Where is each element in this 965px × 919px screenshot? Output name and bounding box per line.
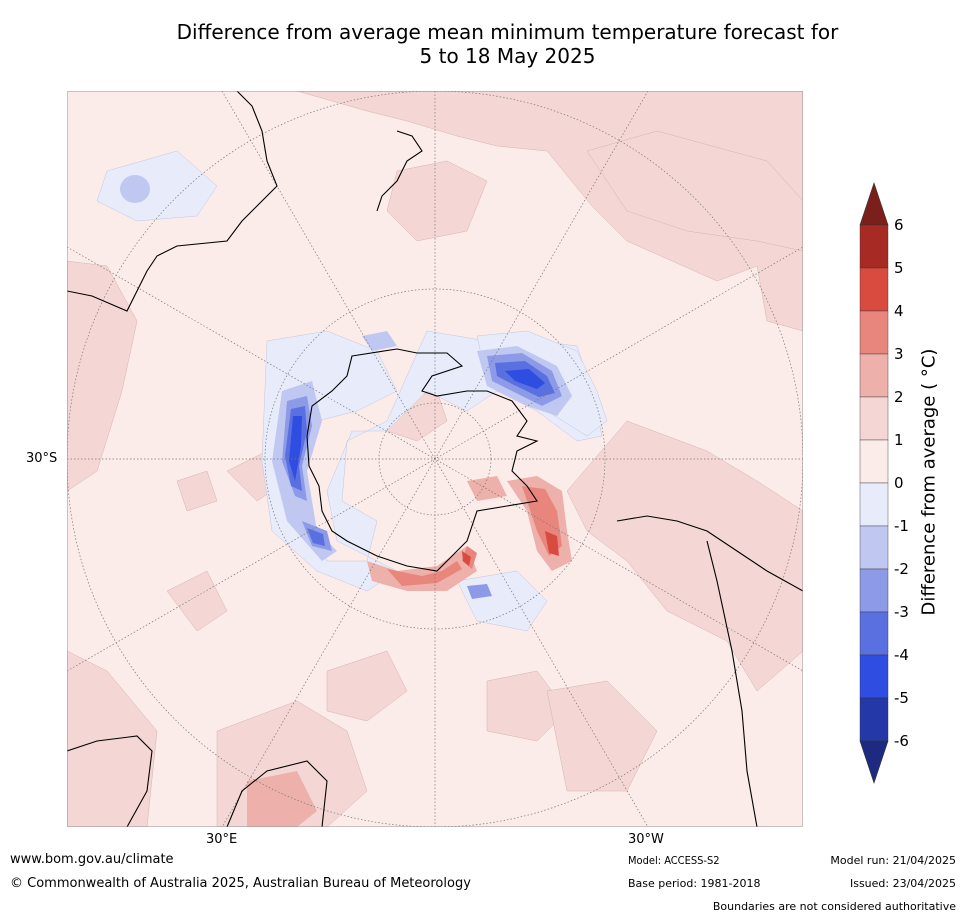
colorbar-swatch bbox=[859, 224, 889, 269]
colorbar-swatch bbox=[859, 611, 889, 656]
colorbar-swatch bbox=[859, 654, 889, 699]
colorbar-swatch bbox=[859, 439, 889, 484]
colorbar-swatch bbox=[859, 267, 889, 312]
map-title: Difference from average mean minimum tem… bbox=[60, 20, 955, 68]
australia-coast bbox=[67, 91, 278, 312]
colorbar-tick-label: 0 bbox=[894, 474, 904, 492]
colorbar-tick-label: 1 bbox=[894, 431, 904, 449]
disclaimer-text: Boundaries are not considered authoritat… bbox=[712, 900, 956, 913]
colorbar-tick-label: -5 bbox=[894, 689, 909, 707]
coastlines bbox=[67, 91, 803, 827]
colorbar-tick-label: -4 bbox=[894, 646, 909, 664]
colorbar-tick-label: -1 bbox=[894, 517, 909, 535]
longitude-label-30e: 30°E bbox=[206, 832, 238, 847]
anomaly-minus5-to-minus4 bbox=[289, 369, 545, 481]
polar-map bbox=[67, 91, 803, 827]
copyright-text: © Commonwealth of Australia 2025, Austra… bbox=[10, 876, 471, 891]
colorbar-bottom-triangle bbox=[859, 740, 889, 784]
colorbar: 6 5 4 3 2 1 0 -1 -2 -3 -4 -5 -6 bbox=[850, 180, 965, 785]
africa-coast bbox=[67, 735, 153, 827]
colorbar-top-triangle bbox=[859, 182, 889, 226]
colorbar-swatch bbox=[859, 525, 889, 570]
map-canvas bbox=[67, 91, 803, 827]
title-line-1: Difference from average mean minimum tem… bbox=[176, 20, 839, 44]
antarctica-coast bbox=[306, 348, 539, 572]
website-link[interactable]: www.bom.gov.au/climate bbox=[10, 852, 174, 867]
colorbar-swatches bbox=[859, 182, 889, 784]
new-zealand-coast bbox=[376, 130, 423, 212]
colorbar-tick-label: -6 bbox=[894, 732, 909, 750]
latitude-label-30s: 30°S bbox=[26, 451, 58, 466]
colorbar-swatch bbox=[859, 353, 889, 398]
colorbar-tick-label: -2 bbox=[894, 560, 909, 578]
model-run-text: Model run: 21/04/2025 bbox=[830, 854, 956, 867]
graticule bbox=[67, 91, 803, 827]
model-text: Model: ACCESS-S2 bbox=[628, 854, 720, 867]
colorbar-tick-label: 2 bbox=[894, 388, 904, 406]
colorbar-swatch bbox=[859, 482, 889, 527]
colorbar-tick-label: 5 bbox=[894, 259, 904, 277]
issued-text: Issued: 23/04/2025 bbox=[849, 877, 956, 890]
colorbar-swatch bbox=[859, 396, 889, 441]
colorbar-title: Difference from average ( °C) bbox=[918, 348, 940, 616]
colorbar-swatch bbox=[859, 568, 889, 613]
longitude-label-30w: 30°W bbox=[628, 832, 664, 847]
base-period-text: Base period: 1981-2018 bbox=[628, 877, 761, 890]
colorbar-tick-label: -3 bbox=[894, 603, 909, 621]
africa-coast-2 bbox=[226, 760, 328, 827]
colorbar-tick-label: 4 bbox=[894, 302, 904, 320]
colorbar-tick-label: 6 bbox=[894, 216, 904, 234]
colorbar-swatch bbox=[859, 697, 889, 742]
south-america-coast-2 bbox=[706, 540, 758, 827]
title-line-2: 5 to 18 May 2025 bbox=[419, 44, 596, 68]
south-america-coast bbox=[616, 515, 803, 592]
anomaly-4-to-5 bbox=[462, 531, 559, 566]
colorbar-tick-label: 3 bbox=[894, 345, 904, 363]
colorbar-swatch bbox=[859, 310, 889, 355]
